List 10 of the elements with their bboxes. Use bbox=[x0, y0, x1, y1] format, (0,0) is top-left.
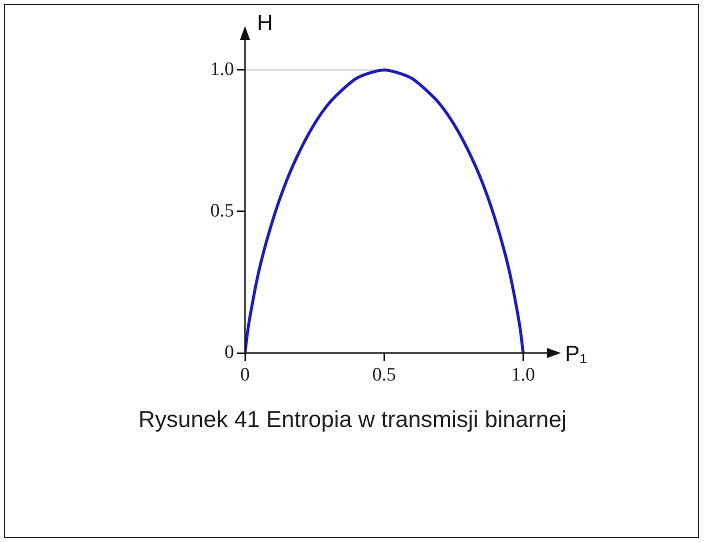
x-tick-label: 0.5 bbox=[372, 364, 396, 386]
y-axis-title: H bbox=[257, 10, 273, 36]
x-tick-label: 1.0 bbox=[511, 364, 536, 386]
y-tick-label: 0.5 bbox=[210, 200, 234, 222]
x-axis-title: P₁ bbox=[565, 341, 588, 366]
line-series bbox=[245, 68, 525, 353]
x-tick-label: 0 bbox=[240, 364, 250, 386]
y-tick-label: 1.0 bbox=[210, 58, 234, 80]
text: Rysunek 41 Entropia w transmisji binarnej bbox=[137, 406, 568, 433]
y-tick-label: 0 bbox=[224, 342, 234, 363]
